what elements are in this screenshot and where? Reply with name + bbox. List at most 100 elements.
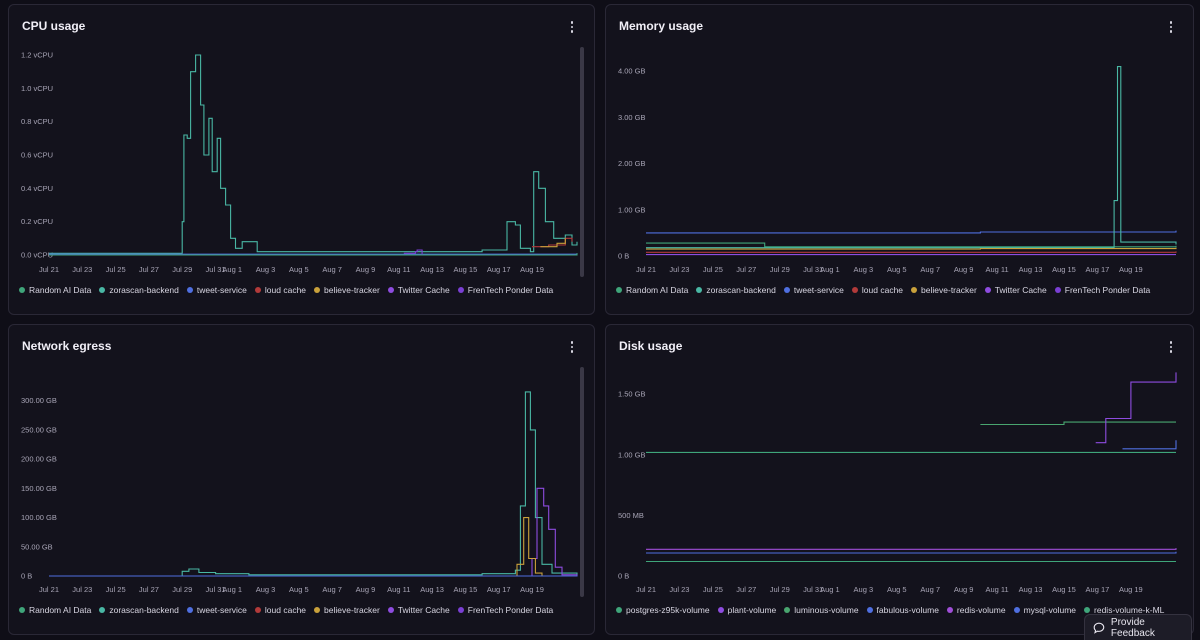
- x-tick-label: Jul 31: [206, 585, 226, 594]
- legend-color-swatch: [784, 607, 791, 613]
- x-tick-label: Jul 29: [770, 585, 790, 594]
- legend-color-swatch: [254, 287, 261, 293]
- series-line: [646, 247, 1177, 250]
- legend-item[interactable]: mysql-volume: [1013, 605, 1076, 615]
- kebab-menu-icon[interactable]: [1165, 339, 1177, 355]
- legend-item[interactable]: Random AI Data: [616, 285, 688, 295]
- panel-title: Memory usage: [619, 19, 704, 33]
- x-tick-label: Aug 19: [1119, 585, 1143, 594]
- x-tick-label: Aug 19: [1119, 265, 1143, 274]
- x-tick-label: Aug 1: [820, 585, 840, 594]
- scrollbar[interactable]: [580, 367, 584, 597]
- series-line: [49, 54, 578, 254]
- panel-title: CPU usage: [22, 19, 86, 33]
- x-tick-label: Aug 19: [520, 265, 544, 274]
- x-tick-label: Jul 21: [39, 585, 59, 594]
- x-tick-label: Aug 3: [854, 585, 874, 594]
- legend-item[interactable]: Random AI Data: [19, 605, 91, 615]
- legend-item[interactable]: plant-volume: [717, 605, 776, 615]
- legend-label: believe-tracker: [324, 285, 380, 295]
- memory-usage-chart: 4.00 GB 3.00 GB 2.00 GB 1.00 GB 0 B Jul 21 Jul…: [618, 66, 1177, 274]
- legend-item[interactable]: Twitter Cache: [387, 605, 450, 615]
- provide-feedback-button[interactable]: Provide Feedback: [1084, 614, 1192, 640]
- legend-item[interactable]: loud cache: [851, 285, 903, 295]
- legend-label: postgres-z95k-volume: [626, 605, 710, 615]
- legend-item[interactable]: believe-tracker: [314, 285, 380, 295]
- legend-label: believe-tracker: [921, 285, 977, 295]
- x-tick-label: Aug 17: [1086, 585, 1110, 594]
- series-line: [646, 66, 1177, 249]
- legend-item[interactable]: loud cache: [254, 285, 307, 295]
- x-tick-label: Aug 7: [920, 585, 940, 594]
- disk-legend: postgres-z95k-volume plant-volume luminous…: [616, 605, 1179, 615]
- legend-label: tweet-service: [793, 285, 844, 295]
- legend-item[interactable]: believe-tracker: [911, 285, 977, 295]
- legend-item[interactable]: FrenTech Ponder Data: [457, 605, 553, 615]
- y-tick-label: 50.00 GB: [21, 542, 53, 551]
- x-tick-label: Jul 21: [39, 265, 59, 274]
- legend-color-swatch: [457, 287, 464, 293]
- kebab-menu-icon[interactable]: [566, 339, 578, 355]
- legend-item[interactable]: zorascan-backend: [696, 285, 776, 295]
- legend-item[interactable]: fabulous-volume: [866, 605, 939, 615]
- y-tick-label: 500 MB: [618, 511, 644, 520]
- legend-item[interactable]: Random AI Data: [19, 285, 91, 295]
- legend-item[interactable]: believe-tracker: [314, 605, 380, 615]
- x-tick-label: Jul 25: [703, 585, 723, 594]
- legend-item[interactable]: tweet-service: [783, 285, 844, 295]
- legend-item[interactable]: tweet-service: [186, 605, 247, 615]
- legend-item[interactable]: FrenTech Ponder Data: [1054, 285, 1150, 295]
- legend-item[interactable]: loud cache: [254, 605, 306, 615]
- legend-item[interactable]: zorascan-backend: [99, 605, 179, 615]
- x-tick-label: Jul 31: [803, 585, 823, 594]
- kebab-menu-icon[interactable]: [566, 19, 578, 35]
- scrollbar[interactable]: [580, 47, 584, 277]
- legend-label: loud cache: [264, 285, 307, 295]
- x-tick-label: Aug 13: [1019, 585, 1043, 594]
- x-tick-label: Jul 25: [703, 265, 723, 274]
- x-tick-label: Aug 11: [985, 265, 1008, 274]
- legend-color-swatch: [1084, 607, 1091, 613]
- x-tick-label: Aug 5: [887, 585, 907, 594]
- x-tick-label: Aug 7: [920, 265, 940, 274]
- legend-color-swatch: [457, 607, 464, 613]
- legend-label: Random AI Data: [29, 605, 92, 615]
- series-line: [980, 421, 1176, 426]
- series-line: [49, 575, 578, 577]
- kebab-menu-icon[interactable]: [1165, 19, 1177, 35]
- legend-label: redis-volume: [956, 605, 1006, 615]
- legend-color-swatch: [717, 607, 724, 613]
- disk-usage-panel: Disk usage 1.50 GB 1.00 GB 500 MB 0 B Jul 21…: [605, 324, 1194, 635]
- legend-item[interactable]: tweet-service: [186, 285, 247, 295]
- legend-color-swatch: [314, 287, 321, 293]
- legend-color-swatch: [387, 287, 394, 293]
- x-tick-label: Aug 11: [387, 585, 410, 594]
- legend-item[interactable]: zorascan-backend: [99, 285, 179, 295]
- legend-item[interactable]: FrenTech Ponder Data: [457, 285, 553, 295]
- legend-item[interactable]: luminous-volume: [784, 605, 859, 615]
- legend-item[interactable]: postgres-z95k-volume: [616, 605, 710, 615]
- series-line: [646, 551, 1177, 554]
- legend-item[interactable]: Twitter Cache: [984, 285, 1047, 295]
- x-tick-label: Aug 15: [454, 265, 478, 274]
- legend-color-swatch: [99, 607, 106, 613]
- legend-item[interactable]: redis-volume-k-ML: [1084, 605, 1164, 615]
- y-tick-label: 1.50 GB: [618, 390, 646, 399]
- legend-item[interactable]: redis-volume: [946, 605, 1006, 615]
- x-tick-label: Aug 3: [854, 265, 874, 274]
- legend-color-swatch: [99, 287, 106, 293]
- x-tick-label: Aug 5: [289, 265, 309, 274]
- legend-color-swatch: [186, 287, 193, 293]
- x-tick-label: Aug 11: [387, 265, 410, 274]
- legend-color-swatch: [19, 607, 25, 613]
- cpu-usage-chart: 1.2 vCPU 1.0 vCPU 0.8 vCPU 0.6 vCPU 0.4 vCPU…: [21, 51, 578, 274]
- x-tick-label: Aug 15: [1052, 585, 1076, 594]
- legend-item[interactable]: Twitter Cache: [387, 285, 450, 295]
- x-tick-label: Jul 27: [736, 265, 756, 274]
- network-egress-chart: 300.00 GB 250.00 GB 200.00 GB 150.00 GB 100.…: [21, 391, 578, 594]
- x-tick-label: Aug 17: [487, 585, 511, 594]
- x-tick-label: Aug 17: [1086, 265, 1110, 274]
- legend-color-swatch: [696, 287, 703, 293]
- speech-bubble-icon: [1093, 622, 1105, 634]
- feedback-label: Provide Feedback: [1110, 616, 1155, 639]
